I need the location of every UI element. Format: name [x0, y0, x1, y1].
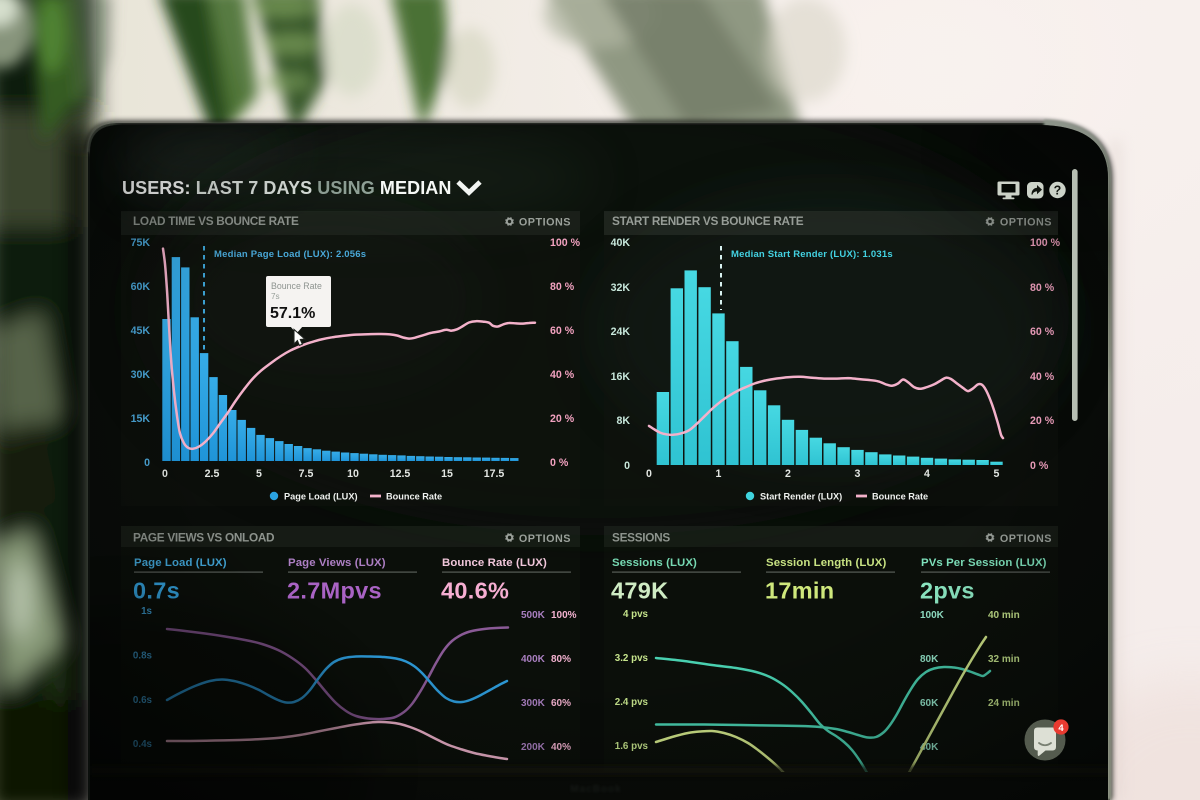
svg-text:4: 4: [1058, 723, 1064, 734]
svg-text:?: ?: [1054, 184, 1062, 198]
